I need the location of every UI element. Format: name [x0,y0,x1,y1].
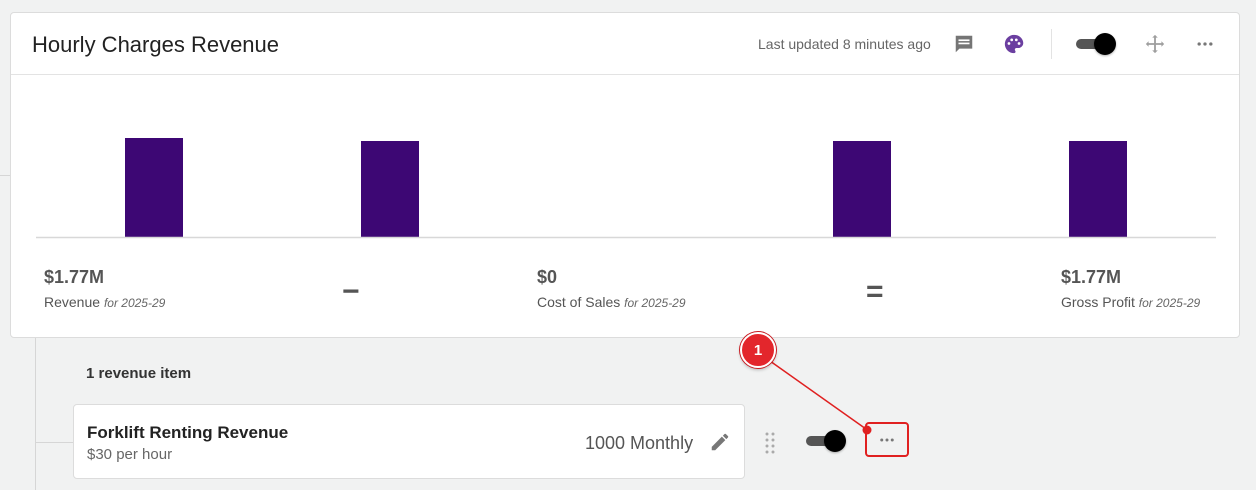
guide-line [35,337,36,490]
chart-bar [361,141,419,237]
bar-chart [36,93,1216,243]
minus-sign: − [342,275,360,308]
guide-line [35,442,73,443]
card-header: Hourly Charges Revenue Last updated 8 mi… [11,13,1239,75]
gross-profit-label: Gross Profit for 2025-29 [1061,294,1200,310]
cost-of-sales-value: $0 [537,267,558,287]
palette-icon[interactable] [1002,32,1026,56]
cost-of-sales-period: for 2025-29 [624,296,686,310]
revenue-value: $1.77M [44,267,105,287]
more-horizontal-icon[interactable] [1193,32,1217,56]
gross-profit-period: for 2025-29 [1138,296,1201,310]
cost-of-sales-label-text: Cost of Sales [537,294,621,310]
last-updated-text: Last updated 8 minutes ago [758,36,931,52]
equals-sign: = [866,275,884,308]
revenue-item-price: $30 per hour [87,446,173,463]
revenue-item-more-button[interactable] [865,422,909,457]
revenue-item-card[interactable]: Forklift Renting Revenue $30 per hour 10… [73,404,745,479]
move-icon[interactable] [1143,32,1167,56]
chart-bar [833,141,891,237]
drag-handle-icon[interactable] [763,431,777,455]
chart-bar [1069,141,1127,237]
annotation-badge: 1 [740,332,776,368]
revenue-item-count: 1 revenue item [86,365,192,382]
gross-profit-label-text: Gross Profit [1061,294,1135,310]
more-horizontal-icon [880,438,894,441]
revenue-label: Revenue for 2025-29 [44,294,165,310]
card-toggle[interactable] [1076,32,1116,56]
pencil-icon[interactable] [709,431,731,453]
revenue-item-name: Forklift Renting Revenue [87,423,289,442]
revenue-label-text: Revenue [44,294,101,310]
comment-icon[interactable] [952,32,976,56]
toggle-knob [824,430,846,452]
toggle-knob [1094,33,1116,55]
revenue-item-amount: 1000 Monthly [585,433,694,453]
cost-of-sales-label: Cost of Sales for 2025-29 [537,294,686,310]
revenue-period: for 2025-29 [103,296,166,310]
revenue-card: Hourly Charges Revenue Last updated 8 mi… [10,12,1240,338]
header-divider [1051,29,1052,59]
bar-chart-svg [36,138,1216,239]
card-title: Hourly Charges Revenue [32,32,280,57]
guide-line [0,175,10,176]
gross-profit-value: $1.77M [1061,267,1122,287]
chart-bar [125,138,183,237]
revenue-item-toggle[interactable] [806,429,846,453]
